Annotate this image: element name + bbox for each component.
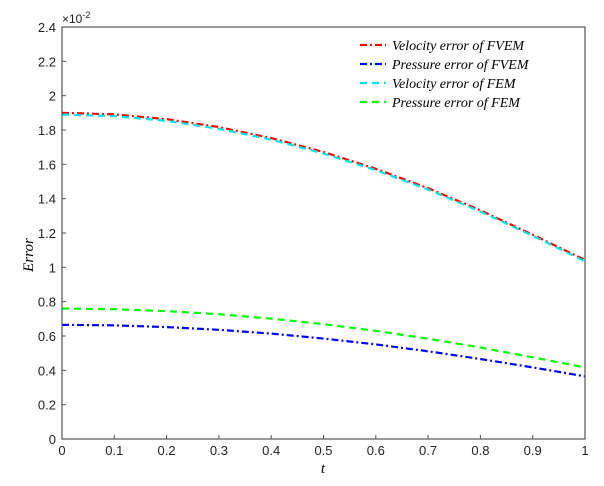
y-axis-ticks: 0 0.2 0.4 0.6 0.8 1 1.2 1.4 1.6 1.8 2 2.2 2.4 <box>38 20 66 447</box>
y-tick-label: 2.4 <box>38 20 56 35</box>
x-tick-label: 0.9 <box>524 443 542 458</box>
y-tick-label: 2.2 <box>38 54 56 69</box>
x-tick-label: 0 <box>58 443 65 458</box>
series-layer <box>61 111 586 378</box>
y-tick-label: 1.8 <box>38 123 56 138</box>
x-axis-ticks: 0 0.1 0.2 0.3 0.4 0.5 0.6 0.7 0.8 0.9 1 <box>58 435 589 458</box>
x-tick-label: 0.1 <box>105 443 123 458</box>
y-tick-label: 1.2 <box>38 226 56 241</box>
y-tick-label: 1.4 <box>38 192 56 207</box>
legend-label: Velocity error of FEM <box>392 77 517 92</box>
x-axis-label: t <box>321 461 326 477</box>
x-tick-label: 0.3 <box>210 443 228 458</box>
x-tick-label: 0.6 <box>367 443 385 458</box>
x-tick-label: 0.8 <box>471 443 489 458</box>
y-tick-label: 0.4 <box>38 363 56 378</box>
y-multiplier: ×10-2 <box>62 10 90 26</box>
series-line-2 <box>61 113 586 263</box>
y-tick-label: 0.8 <box>38 295 56 310</box>
x-tick-label: 0.5 <box>314 443 332 458</box>
series-line-1 <box>61 323 586 378</box>
series-line-0 <box>61 111 586 261</box>
y-tick-label: 0.2 <box>38 398 56 413</box>
legend-label: Pressure error of FEM <box>391 96 521 111</box>
y-tick-label: 1.6 <box>38 157 56 172</box>
legend: Velocity error of FVEM Pressure error of … <box>360 39 530 111</box>
series-line-3 <box>61 307 586 369</box>
y-tick-label: 0.6 <box>38 329 56 344</box>
x-tick-label: 1 <box>581 443 588 458</box>
y-tick-label: 0 <box>49 432 56 447</box>
legend-label: Pressure error of FVEM <box>391 58 530 73</box>
x-tick-label: 0.2 <box>158 443 176 458</box>
y-tick-label: 1 <box>49 260 56 275</box>
y-axis-label: Error <box>21 238 37 273</box>
x-tick-label: 0.4 <box>262 443 280 458</box>
x-tick-label: 0.7 <box>419 443 437 458</box>
legend-label: Velocity error of FVEM <box>392 39 525 54</box>
y-tick-label: 2 <box>49 89 56 104</box>
